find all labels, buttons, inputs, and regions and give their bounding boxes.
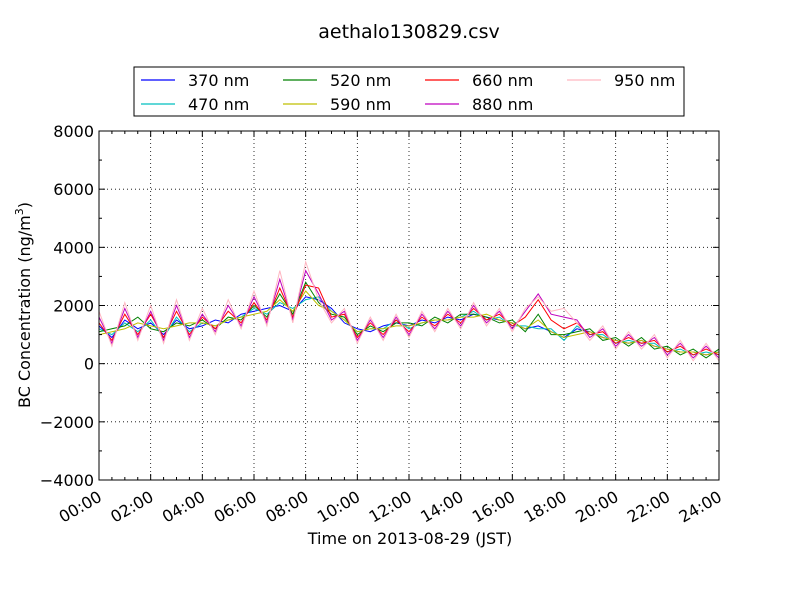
legend-box bbox=[133, 66, 685, 117]
series-line bbox=[99, 284, 719, 356]
x-tick-label: 24:00 bbox=[676, 487, 725, 527]
y-tick-label: 6000 bbox=[53, 180, 94, 199]
y-axis-label-end: ) bbox=[15, 202, 34, 208]
x-tick-label: 10:00 bbox=[314, 487, 363, 527]
legend-item: 950 nm bbox=[567, 71, 675, 90]
x-tick-label: 16:00 bbox=[469, 487, 518, 527]
legend-item: 590 nm bbox=[283, 95, 391, 114]
legend-label: 950 nm bbox=[614, 71, 675, 90]
legend-item: 520 nm bbox=[283, 71, 391, 90]
chart-title: aethalo130829.csv bbox=[318, 21, 500, 43]
y-tick-labels: −4000 −2000 0 2000 4000 6000 8000 bbox=[40, 122, 94, 490]
y-tick-label: 2000 bbox=[53, 297, 94, 316]
y-axis-label: BC Concentration (ng/m3) bbox=[13, 202, 34, 408]
series-line bbox=[99, 260, 719, 362]
x-tick-label: 08:00 bbox=[262, 487, 311, 527]
legend-item: 370 nm bbox=[141, 71, 249, 90]
x-tick-label: 04:00 bbox=[159, 487, 208, 527]
plot-area bbox=[99, 260, 719, 362]
legend-item: 470 nm bbox=[141, 95, 249, 114]
legend-item: 880 nm bbox=[425, 95, 533, 114]
x-axis-label: Time on 2013-08-29 (JST) bbox=[307, 529, 512, 548]
x-tick-label: 02:00 bbox=[107, 487, 156, 527]
y-axis-label-main: BC Concentration (ng/m bbox=[15, 215, 34, 408]
axis-ticks bbox=[98, 130, 720, 481]
series-line bbox=[99, 269, 719, 359]
x-tick-label: 12:00 bbox=[366, 487, 415, 527]
legend-item: 660 nm bbox=[425, 71, 533, 90]
y-tick-label: 4000 bbox=[53, 238, 94, 257]
x-tick-label: 00:00 bbox=[56, 487, 105, 527]
x-tick-labels: 00:00 02:00 04:00 06:00 08:00 10:00 12:00 14:00… bbox=[56, 487, 725, 527]
x-tick-label: 20:00 bbox=[572, 487, 621, 527]
legend: 370 nm 470 nm 520 nm 590 nm 660 nm 880 nm 950 … bbox=[133, 66, 685, 117]
series-line bbox=[99, 281, 719, 359]
grid bbox=[99, 131, 719, 480]
legend-label: 470 nm bbox=[188, 95, 249, 114]
legend-label: 590 nm bbox=[330, 95, 391, 114]
y-axis-label-superscript: 3 bbox=[13, 208, 26, 215]
x-tick-label: 18:00 bbox=[521, 487, 570, 527]
x-tick-label: 14:00 bbox=[417, 487, 466, 527]
legend-label: 370 nm bbox=[188, 71, 249, 90]
y-tick-label: 8000 bbox=[53, 122, 94, 141]
y-tick-label: −2000 bbox=[40, 413, 94, 432]
legend-label: 660 nm bbox=[472, 71, 533, 90]
legend-label: 520 nm bbox=[330, 71, 391, 90]
y-tick-label: 0 bbox=[84, 355, 94, 374]
series-line bbox=[99, 290, 719, 356]
x-tick-label: 06:00 bbox=[211, 487, 260, 527]
legend-label: 880 nm bbox=[472, 95, 533, 114]
y-tick-label: −4000 bbox=[40, 471, 94, 490]
x-tick-label: 22:00 bbox=[624, 487, 673, 527]
